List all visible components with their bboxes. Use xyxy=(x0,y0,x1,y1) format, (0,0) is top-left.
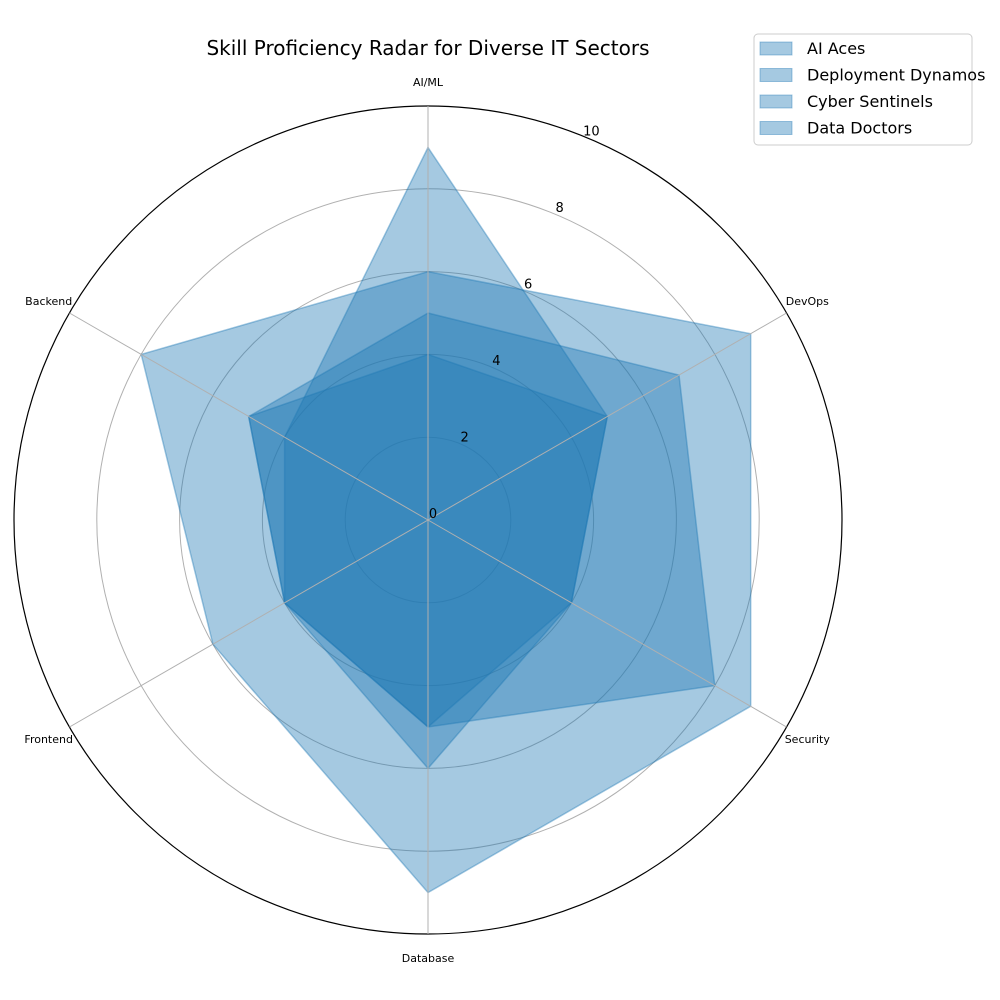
spoke xyxy=(427,519,787,728)
legend: AI Aces Deployment Dynamos Cyber Sentinels… xyxy=(753,33,985,146)
legend-label: Cyber Sentinels xyxy=(807,92,933,111)
tick-label: 2 xyxy=(461,431,469,446)
legend-swatch xyxy=(759,121,793,135)
radial-ticks: 0 2 4 6 8 10 xyxy=(429,125,600,523)
chart-title: Skill Proficiency Radar for Diverse IT S… xyxy=(206,36,649,60)
tick-label: 4 xyxy=(492,354,500,369)
axis-label: DevOps xyxy=(786,295,829,308)
spoke xyxy=(69,519,429,728)
axis-label: Backend xyxy=(25,295,72,308)
tick-label: 0 xyxy=(429,507,437,522)
axis-label: AI/ML xyxy=(413,76,444,89)
series-areas xyxy=(140,145,752,894)
legend-label: Data Doctors xyxy=(807,119,912,138)
spoke xyxy=(427,312,787,521)
axis-labels: AI/ML DevOps Security Database Frontend Backe… xyxy=(24,76,830,965)
legend-swatch xyxy=(759,94,793,109)
tick-label: 8 xyxy=(556,201,564,216)
axis-label: Database xyxy=(402,952,455,965)
tick-label: 10 xyxy=(583,125,600,140)
legend-swatch xyxy=(759,41,793,56)
legend-swatch xyxy=(759,68,793,82)
spoke xyxy=(69,312,429,521)
legend-label: Deployment Dynamos xyxy=(807,66,985,85)
axis-label: Frontend xyxy=(24,733,73,746)
tick-label: 6 xyxy=(524,278,532,293)
radar-spokes xyxy=(69,106,787,934)
legend-label: AI Aces xyxy=(807,39,865,58)
axis-label: Security xyxy=(785,733,831,746)
legend-box xyxy=(753,33,973,146)
